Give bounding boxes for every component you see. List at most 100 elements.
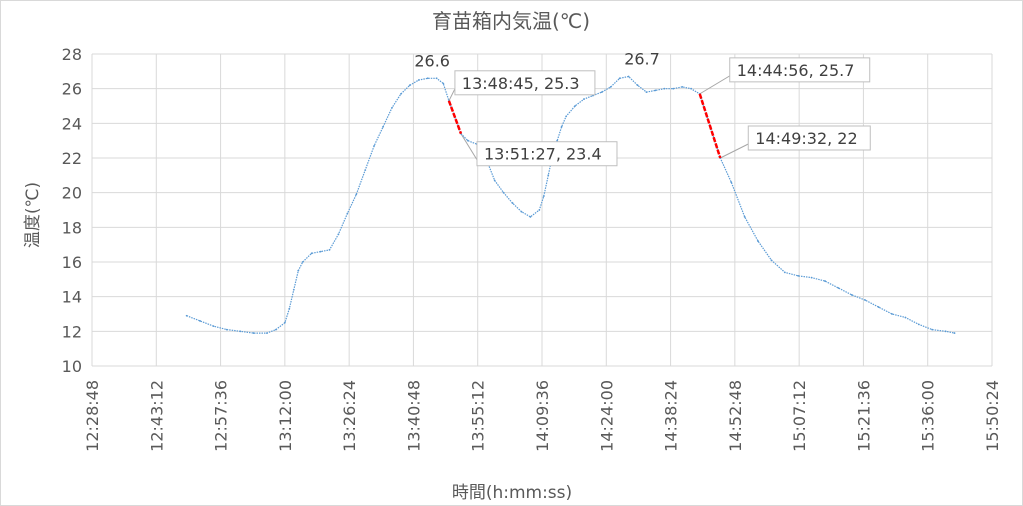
x-tick-label: 13:55:12 [469,380,488,452]
highlight-segment [698,93,722,159]
chart-title: 育苗箱内気温(℃) [432,9,590,33]
data-point [609,86,612,88]
data-point [931,328,934,331]
x-tick-label: 14:09:36 [533,380,552,452]
data-point [502,191,505,194]
callout-box [747,125,871,151]
data-point [810,276,813,279]
data-point [560,125,563,128]
data-point [391,106,393,109]
x-tick-label: 14:24:00 [597,380,616,452]
y-tick-labels: 10 12 14 16 18 20 22 24 26 28 [62,45,82,376]
x-tick-label: 14:38:24 [662,380,681,452]
x-tick-label: 13:26:24 [340,380,359,452]
callout-leader [460,133,478,160]
series-group [185,75,956,334]
data-point [355,193,358,196]
data-point [511,202,514,204]
data-point [864,299,867,302]
data-point [730,181,733,184]
temperature-series-line [186,75,955,334]
y-tick-label: 20 [62,184,82,203]
highlight-segment [447,100,463,135]
data-point [417,79,420,81]
x-tick-label: 13:12:00 [276,380,295,452]
x-tick-label: 14:52:48 [726,380,745,452]
data-point [618,77,621,80]
data-point [252,332,255,334]
data-point [850,294,853,296]
y-tick-label: 24 [62,114,82,133]
data-point [547,174,550,177]
data-point [310,252,313,255]
data-point [917,323,920,326]
data-point [891,313,893,315]
data-point [373,144,376,147]
x-axis-label: 時間(h:mm:ss) [452,483,572,503]
y-tick-label: 10 [62,357,82,376]
data-point [583,98,585,100]
data-point [493,179,496,182]
callout-box [454,70,596,96]
callout-leader [720,143,749,159]
data-point [212,325,215,328]
data-point [328,248,331,251]
data-point [904,316,907,319]
data-point [690,87,693,90]
x-tick-label: 15:07:12 [790,380,809,452]
y-tick-label: 28 [62,45,82,64]
data-point [283,321,286,324]
data-point [185,314,188,317]
peak-label: 26.7 [624,50,660,69]
data-point [783,271,786,274]
data-point [574,105,576,107]
data-point [319,250,322,253]
data-point [645,91,648,94]
data-point [466,139,469,142]
annotation-leaders [448,75,749,160]
data-point [520,210,523,213]
data-point [944,330,947,333]
x-tick-label: 15:21:36 [854,380,873,452]
y-tick-label: 12 [62,322,82,341]
x-tick-labels: 12:28:48 12:43:12 12:57:36 13:12:00 13:26:24… [83,380,1002,452]
y-tick-label: 16 [62,253,82,272]
x-tick-label: 12:28:48 [83,380,102,452]
data-point [837,287,840,289]
peak-labels: 26.6 26.7 [414,50,659,71]
y-tick-label: 26 [62,80,82,99]
data-point [556,139,559,142]
data-point [297,269,300,272]
data-point [435,77,438,80]
callout-text: 14:44:56, 25.7 [737,61,855,80]
peak-label: 26.6 [414,51,450,70]
data-point [442,82,445,85]
callout-text: 13:48:45, 25.3 [462,74,580,93]
data-point [877,306,880,308]
data-point [266,332,268,334]
data-point [681,86,684,88]
data-point [654,89,657,92]
data-point [542,195,545,198]
callout-leader [448,88,456,102]
data-point [400,92,402,95]
data-point [239,330,242,333]
callout-box [729,57,871,83]
data-point [627,75,630,78]
x-tick-label: 15:50:24 [983,380,1002,452]
data-point [337,233,340,236]
data-point [824,280,826,282]
callouts: 13:48:45, 25.3 13:51:27, 23.4 14:44:56, 25… [454,57,871,167]
x-tick-label: 12:43:12 [147,380,166,452]
data-point [301,261,304,263]
data-point [636,84,639,87]
data-point [565,115,568,118]
data-point [600,91,603,94]
y-tick-label: 18 [62,218,82,237]
y-tick-label: 14 [62,288,82,307]
data-point [663,87,666,90]
x-tick-label: 15:36:00 [919,380,938,452]
data-point [529,216,532,218]
x-tick-label: 13:40:48 [404,380,423,452]
data-point [743,216,746,218]
